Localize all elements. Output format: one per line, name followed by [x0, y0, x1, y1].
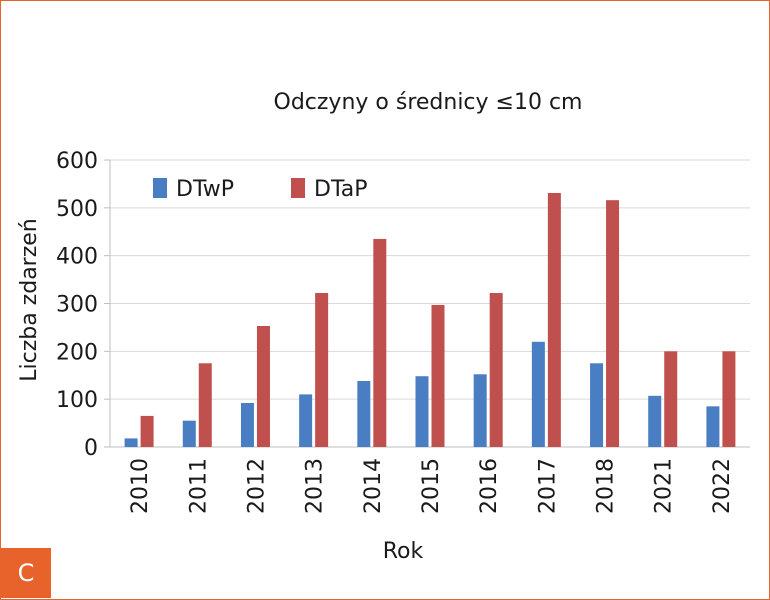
bar-dtap-2010: [140, 415, 154, 447]
bar-dtwp-2010: [124, 438, 138, 447]
bar-dtap-2015: [431, 304, 445, 447]
legend-swatch-dtwp: [153, 178, 167, 198]
bar-dtap-2017: [547, 193, 561, 447]
x-tick-labels: 2010 2011 2012 2013 2014 2015 2016 2017 2018 2021…: [128, 458, 735, 514]
legend-label-dtwp: DTwP: [176, 177, 234, 202]
x-tick-label: 2018: [594, 458, 619, 514]
x-tick-label: 2021: [652, 458, 677, 514]
x-tick-label: 2015: [419, 458, 444, 514]
grid-lines: [104, 159, 750, 448]
x-tick-label: 2010: [128, 458, 153, 514]
bar-dtwp-2013: [299, 394, 313, 447]
y-axis-label: Liczba zdarzeń: [17, 218, 42, 382]
bar-dtwp-2022: [706, 406, 720, 447]
bar-dtwp-2015: [415, 376, 429, 447]
y-tick-label: 600: [56, 149, 98, 174]
y-tick-label: 0: [84, 436, 98, 461]
bar-dtwp-2016: [473, 374, 487, 447]
bar-dtap-2021: [664, 351, 678, 447]
y-tick-label: 200: [56, 340, 98, 365]
bar-dtap-2022: [722, 351, 736, 447]
x-tick-label: 2014: [361, 458, 386, 514]
bar-dtap-2014: [373, 238, 387, 447]
y-tick-label: 400: [56, 245, 98, 270]
x-tick-label: 2012: [244, 458, 269, 514]
bar-dtap-2012: [256, 325, 270, 447]
y-tick-labels: 0 100 200 300 400 500 600: [56, 149, 98, 461]
bars: [124, 193, 736, 447]
x-tick-label: 2011: [186, 458, 211, 514]
x-tick-label: 2017: [535, 458, 560, 514]
bar-dtwp-2011: [182, 420, 196, 447]
bar-dtap-2016: [489, 292, 503, 447]
y-tick-label: 500: [56, 197, 98, 222]
bar-dtwp-2014: [357, 380, 371, 447]
y-tick-label: 100: [56, 388, 98, 413]
bar-dtwp-2021: [648, 395, 662, 447]
bar-dtap-2013: [315, 292, 329, 447]
chart-title: Odczyny o średnicy ≤10 cm: [274, 90, 583, 115]
legend-swatch-dtap: [291, 178, 305, 198]
bar-dtwp-2017: [531, 341, 545, 447]
bar-dtwp-2018: [590, 363, 604, 447]
x-tick-label: 2022: [710, 458, 735, 514]
x-axis-label: Rok: [383, 539, 424, 564]
bar-dtap-2011: [198, 363, 212, 447]
bar-dtap-2018: [606, 200, 620, 447]
x-tick-label: 2016: [477, 458, 502, 514]
y-tick-label: 300: [56, 293, 98, 318]
legend: DTwP DTaP: [153, 177, 368, 202]
x-tick-label: 2013: [303, 458, 328, 514]
panel-badge: C: [1, 548, 51, 598]
legend-label-dtap: DTaP: [314, 177, 368, 202]
bar-dtwp-2012: [240, 402, 254, 447]
